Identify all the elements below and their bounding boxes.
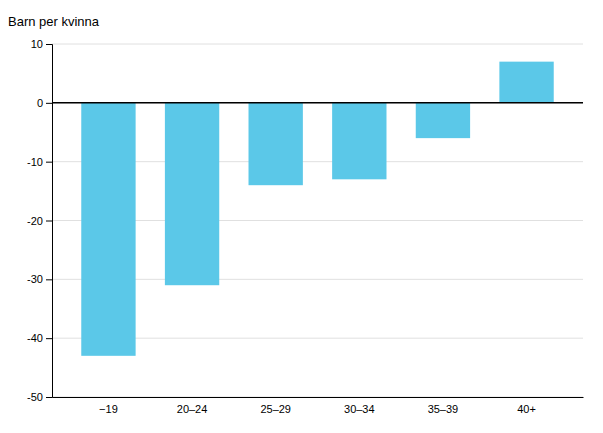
- x-tick: 35–39: [428, 397, 459, 415]
- y-tick-label: -20: [27, 215, 43, 227]
- x-tick-label: 25–29: [260, 403, 291, 415]
- y-tick-label: -30: [27, 273, 43, 285]
- y-tick-mark: [46, 221, 52, 222]
- y-tick-mark: [46, 103, 52, 104]
- bar: [249, 103, 303, 185]
- y-tick-label: -10: [27, 156, 43, 168]
- y-tick: -10: [27, 156, 52, 168]
- plot-area: -50 -40 -30 -20 -10 0 10 −19 20–24 25–29 30–34 35–3…: [27, 38, 583, 415]
- x-tick: −19: [99, 397, 118, 415]
- bar: [499, 62, 553, 103]
- y-tick: -40: [27, 332, 52, 344]
- y-tick: -30: [27, 273, 52, 285]
- bar: [165, 103, 219, 285]
- grid-line: [52, 102, 583, 103]
- y-tick: 10: [31, 38, 52, 50]
- grid-line: [52, 44, 583, 45]
- y-tick: 0: [37, 97, 52, 109]
- chart-container: -50 -40 -30 -20 -10 0 10 −19 20–24 25–29 30–34 35–3…: [0, 0, 603, 433]
- x-tick: 30–34: [344, 397, 375, 415]
- bar: [416, 103, 470, 138]
- y-tick-label: -50: [27, 391, 43, 403]
- y-axis: -50 -40 -30 -20 -10 0 10: [27, 38, 52, 403]
- y-tick-mark: [46, 162, 52, 163]
- x-tick-label: 20–24: [177, 403, 208, 415]
- x-axis-line: [53, 397, 584, 398]
- y-tick: -50: [27, 391, 52, 403]
- y-tick-label: 10: [31, 38, 43, 50]
- y-tick-mark: [46, 397, 52, 398]
- x-tick-label: −19: [99, 403, 118, 415]
- grid: [52, 44, 583, 397]
- x-tick: 25–29: [260, 397, 291, 415]
- y-tick-mark: [46, 279, 52, 280]
- y-axis-line: [46, 45, 53, 398]
- x-tick-label: 35–39: [428, 403, 459, 415]
- zero-line: [52, 102, 583, 104]
- bar: [332, 103, 386, 179]
- y-tick-mark: [46, 44, 52, 45]
- chart: -50 -40 -30 -20 -10 0 10 −19 20–24 25–29 30–34 35–3…: [0, 0, 603, 433]
- bars: [81, 62, 553, 356]
- y-label: Barn per kvinna: [8, 14, 100, 29]
- bar: [81, 103, 135, 356]
- y-tick-label: 0: [37, 97, 43, 109]
- y-tick-mark: [46, 338, 52, 339]
- y-tick-label: -40: [27, 332, 43, 344]
- x-axis: −19 20–24 25–29 30–34 35–39 40+: [53, 397, 584, 415]
- y-tick: -20: [27, 215, 52, 227]
- x-tick: 20–24: [177, 397, 208, 415]
- grid-line: [52, 397, 583, 398]
- x-tick-label: 30–34: [344, 403, 375, 415]
- x-tick-label: 40+: [517, 403, 536, 415]
- x-tick: 40+: [517, 397, 536, 415]
